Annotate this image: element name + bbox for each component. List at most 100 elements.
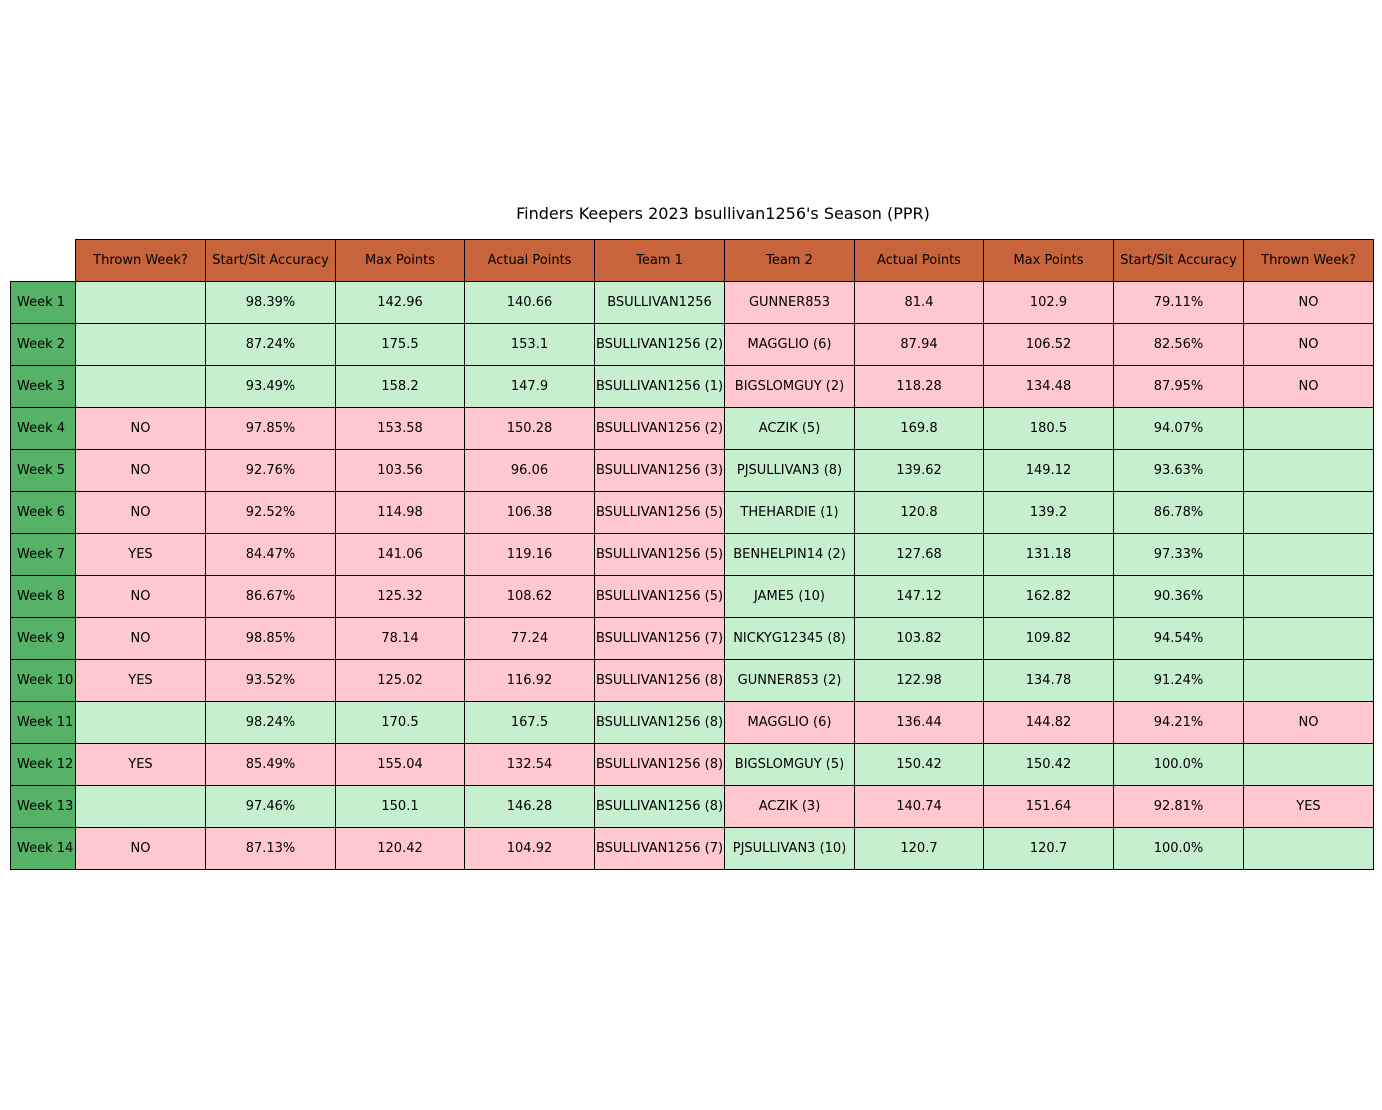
table-cell: 127.68 [854,533,984,576]
table-cell: 150.42 [983,743,1114,786]
table-cell: 79.11% [1113,281,1244,324]
table-cell: NO [75,407,206,450]
table-cell: 92.81% [1113,785,1244,828]
header-row: Thrown Week? Start/Sit Accuracy Max Points… [11,239,1374,282]
table-cell [1243,407,1374,450]
table-cell: 153.1 [464,323,595,366]
table-cell: BSULLIVAN1256 (1) [594,365,725,408]
table-row: Week 1 98.39% 142.96 140.66 BSULLIVAN1256 GUN… [10,281,1374,324]
table-row: Week 13 97.46% 150.1 146.28 BSULLIVAN1256 (8… [10,785,1374,828]
column-header: Max Points [983,239,1114,282]
table-cell: YES [75,743,206,786]
row-label: Week 1 [10,281,76,324]
table-row: Week 2 87.24% 175.5 153.1 BSULLIVAN1256 (2) M… [10,323,1374,366]
table-cell: 167.5 [464,701,595,744]
row-label: Week 8 [10,575,76,618]
table-cell: 140.74 [854,785,984,828]
chart-title: Finders Keepers 2023 bsullivan1256's Sea… [516,204,930,223]
table-cell: 122.98 [854,659,984,702]
table-cell: MAGGLIO (6) [724,701,855,744]
table-cell: 170.5 [335,701,465,744]
table-cell [1243,449,1374,492]
table-cell: THEHARDIE (1) [724,491,855,534]
table-cell: YES [1243,785,1374,828]
table-cell: 118.28 [854,365,984,408]
row-label: Week 5 [10,449,76,492]
table-cell: 140.66 [464,281,595,324]
table-cell: BSULLIVAN1256 (2) [594,323,725,366]
table-cell: 90.36% [1113,575,1244,618]
table-cell: 87.13% [205,827,336,870]
table-cell: 175.5 [335,323,465,366]
table-cell: NO [1243,365,1374,408]
table-cell: 106.38 [464,491,595,534]
table-cell: 149.12 [983,449,1114,492]
table-cell [1243,743,1374,786]
table-cell: BSULLIVAN1256 (5) [594,575,725,618]
table-cell: BSULLIVAN1256 (7) [594,617,725,660]
row-label: Week 10 [10,659,76,702]
row-label: Week 4 [10,407,76,450]
table-cell: 108.62 [464,575,595,618]
table-cell: YES [75,533,206,576]
table-cell: PJSULLIVAN3 (10) [724,827,855,870]
table-cell: PJSULLIVAN3 (8) [724,449,855,492]
table-cell: 93.63% [1113,449,1244,492]
table-cell: 120.42 [335,827,465,870]
table-cell: 93.52% [205,659,336,702]
row-label: Week 2 [10,323,76,366]
table-cell: 106.52 [983,323,1114,366]
table-row: Week 14 NO 87.13% 120.42 104.92 BSULLIVAN1256… [10,827,1374,870]
table-cell: 151.64 [983,785,1114,828]
column-header: Thrown Week? [75,239,206,282]
table-cell: NO [75,491,206,534]
table-cell: 87.24% [205,323,336,366]
row-label: Week 6 [10,491,76,534]
table-cell: 120.8 [854,491,984,534]
row-label: Week 3 [10,365,76,408]
row-label: Week 9 [10,617,76,660]
table-cell: 103.82 [854,617,984,660]
table-cell: 114.98 [335,491,465,534]
table-cell: 85.49% [205,743,336,786]
table-cell: BSULLIVAN1256 (7) [594,827,725,870]
table-cell: 103.56 [335,449,465,492]
table-cell: BSULLIVAN1256 (8) [594,701,725,744]
table-cell [1243,659,1374,702]
table-cell [1243,827,1374,870]
table-cell: 78.14 [335,617,465,660]
table-cell: 100.0% [1113,827,1244,870]
column-header: Actual Points [854,239,984,282]
table-cell: 131.18 [983,533,1114,576]
table-cell: GUNNER853 [724,281,855,324]
table-row: Week 8 NO 86.67% 125.32 108.62 BSULLIVAN1256 … [10,575,1374,618]
table-cell: ACZIK (5) [724,407,855,450]
table-cell: BSULLIVAN1256 (3) [594,449,725,492]
table-cell: 94.54% [1113,617,1244,660]
table-cell: BIGSLOMGUY (2) [724,365,855,408]
table-row: Week 3 93.49% 158.2 147.9 BSULLIVAN1256 (1) B… [10,365,1374,408]
table-cell: 144.82 [983,701,1114,744]
table-cell: 150.28 [464,407,595,450]
table-cell: 87.95% [1113,365,1244,408]
table-cell: 84.47% [205,533,336,576]
column-header: Team 1 [594,239,725,282]
table-cell: 104.92 [464,827,595,870]
table-cell: NO [75,617,206,660]
table-row: Week 10 YES 93.52% 125.02 116.92 BSULLIVAN125… [10,659,1374,702]
table-cell [75,701,206,744]
table-cell: NO [75,575,206,618]
column-header: Actual Points [464,239,595,282]
table-cell: MAGGLIO (6) [724,323,855,366]
table-cell [1243,617,1374,660]
season-table: Thrown Week? Start/Sit Accuracy Max Points… [10,239,1374,870]
corner-cell [11,240,76,282]
table-cell: 141.06 [335,533,465,576]
table-cell: BSULLIVAN1256 (2) [594,407,725,450]
table-cell: 97.85% [205,407,336,450]
table-cell: 93.49% [205,365,336,408]
table-cell [75,365,206,408]
row-label: Week 14 [10,827,76,870]
table-cell: 139.2 [983,491,1114,534]
table-cell: NO [1243,701,1374,744]
